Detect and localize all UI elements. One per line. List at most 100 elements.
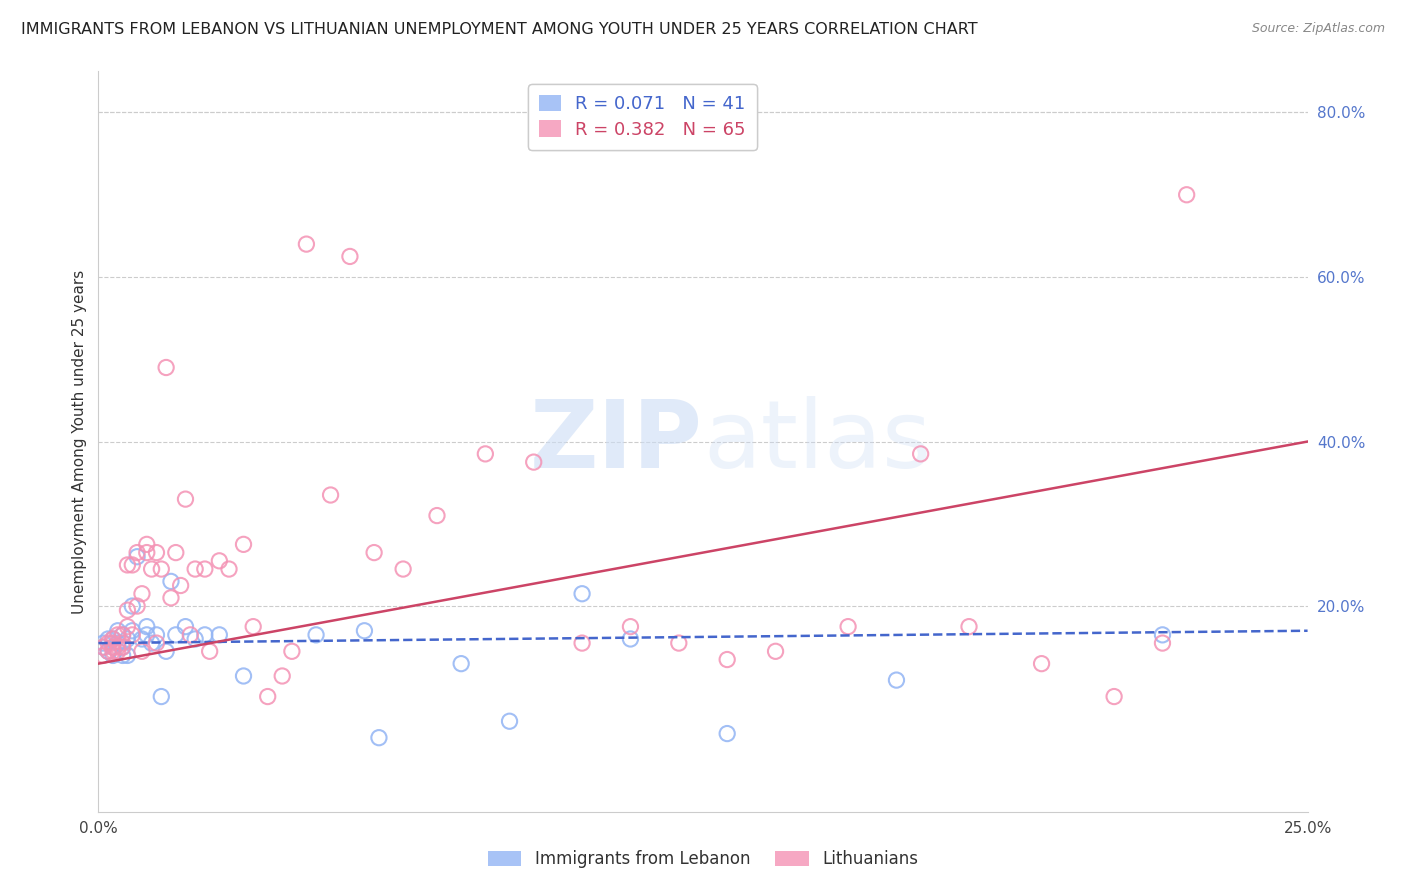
Point	[145, 545, 167, 560]
Point	[97, 644, 120, 658]
Point	[174, 619, 197, 633]
Point	[150, 562, 173, 576]
Point	[97, 632, 120, 646]
Point	[111, 636, 134, 650]
Point	[305, 628, 328, 642]
Point	[107, 640, 129, 655]
Point	[101, 632, 124, 646]
Point	[474, 447, 496, 461]
Point	[145, 628, 167, 642]
Point	[101, 644, 124, 658]
Point	[208, 554, 231, 568]
Point	[117, 603, 139, 617]
Point	[127, 599, 149, 613]
Point	[498, 714, 520, 729]
Point	[135, 537, 157, 551]
Point	[1031, 657, 1053, 671]
Point	[135, 628, 157, 642]
Point	[957, 619, 980, 633]
Point	[91, 648, 114, 663]
Point	[363, 545, 385, 560]
Point	[368, 731, 391, 745]
Legend: R = 0.071   N = 41, R = 0.382   N = 65: R = 0.071 N = 41, R = 0.382 N = 65	[529, 84, 756, 150]
Point	[1152, 628, 1174, 642]
Point	[117, 632, 139, 646]
Point	[208, 628, 231, 642]
Point	[716, 726, 738, 740]
Point	[155, 360, 177, 375]
Point	[184, 632, 207, 646]
Point	[271, 669, 294, 683]
Point	[107, 624, 129, 638]
Point	[121, 558, 143, 572]
Point	[111, 640, 134, 655]
Point	[319, 488, 342, 502]
Point	[571, 587, 593, 601]
Point	[194, 562, 217, 576]
Point	[198, 644, 221, 658]
Text: IMMIGRANTS FROM LEBANON VS LITHUANIAN UNEMPLOYMENT AMONG YOUTH UNDER 25 YEARS CO: IMMIGRANTS FROM LEBANON VS LITHUANIAN UN…	[21, 22, 977, 37]
Point	[256, 690, 278, 704]
Point	[107, 628, 129, 642]
Point	[131, 644, 153, 658]
Point	[101, 640, 124, 655]
Point	[1152, 636, 1174, 650]
Point	[837, 619, 859, 633]
Point	[1175, 187, 1198, 202]
Point	[111, 628, 134, 642]
Point	[281, 644, 304, 658]
Point	[121, 599, 143, 613]
Point	[716, 652, 738, 666]
Point	[91, 640, 114, 655]
Point	[160, 591, 183, 605]
Point	[155, 644, 177, 658]
Point	[131, 587, 153, 601]
Point	[619, 619, 641, 633]
Point	[101, 636, 124, 650]
Text: Source: ZipAtlas.com: Source: ZipAtlas.com	[1251, 22, 1385, 36]
Point	[107, 644, 129, 658]
Point	[101, 632, 124, 646]
Point	[295, 237, 318, 252]
Point	[179, 628, 201, 642]
Point	[1102, 690, 1125, 704]
Point	[111, 640, 134, 655]
Point	[765, 644, 787, 658]
Point	[145, 636, 167, 650]
Point	[97, 644, 120, 658]
Point	[392, 562, 415, 576]
Point	[165, 628, 187, 642]
Point	[141, 562, 163, 576]
Point	[242, 619, 264, 633]
Point	[97, 636, 120, 650]
Point	[523, 455, 546, 469]
Point	[127, 545, 149, 560]
Point	[131, 632, 153, 646]
Point	[910, 447, 932, 461]
Point	[232, 669, 254, 683]
Point	[184, 562, 207, 576]
Point	[353, 624, 375, 638]
Point	[135, 545, 157, 560]
Point	[571, 636, 593, 650]
Point	[111, 628, 134, 642]
Point	[339, 250, 361, 264]
Point	[107, 636, 129, 650]
Point	[169, 578, 191, 592]
Point	[111, 648, 134, 663]
Text: ZIP: ZIP	[530, 395, 703, 488]
Point	[160, 574, 183, 589]
Point	[150, 690, 173, 704]
Point	[194, 628, 217, 642]
Point	[450, 657, 472, 671]
Point	[886, 673, 908, 687]
Text: atlas: atlas	[703, 395, 931, 488]
Point	[91, 636, 114, 650]
Point	[117, 648, 139, 663]
Point	[668, 636, 690, 650]
Point	[619, 632, 641, 646]
Point	[121, 624, 143, 638]
Point	[117, 619, 139, 633]
Point	[135, 619, 157, 633]
Point	[426, 508, 449, 523]
